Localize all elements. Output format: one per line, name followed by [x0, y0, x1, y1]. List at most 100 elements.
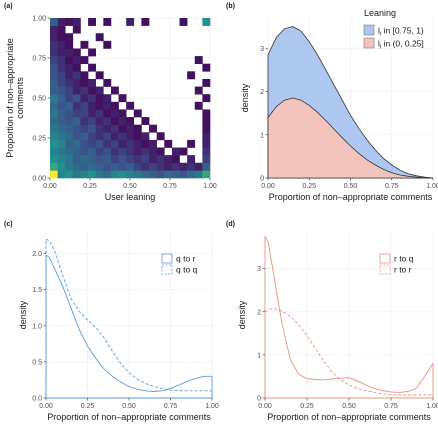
heatmap-cell	[95, 71, 104, 80]
y-tick-label: 3	[260, 46, 264, 53]
heatmap-cell	[57, 117, 66, 125]
heatmap-cell	[65, 162, 74, 171]
heatmap-cell	[88, 162, 97, 171]
y-tick-label: 0	[260, 176, 264, 183]
legend-label-var: l	[378, 26, 380, 36]
heatmap-cell	[57, 124, 66, 133]
heatmap-cell	[179, 147, 188, 156]
y-tick-label: 2	[260, 89, 264, 96]
panel-label: (d)	[226, 221, 235, 228]
heatmap-cell	[80, 86, 89, 95]
legend-swatch	[363, 24, 375, 36]
heatmap-cell	[88, 109, 97, 118]
y-tick-label: 3	[257, 266, 261, 273]
heatmap-cell	[57, 25, 66, 34]
legend-label-sub: i	[380, 32, 381, 38]
heatmap-cell	[110, 139, 119, 148]
heatmap-cell	[72, 48, 81, 57]
heatmap-cell	[133, 147, 142, 156]
x-tick-label: 0.25	[302, 183, 316, 190]
heatmap-cell	[187, 170, 196, 179]
heatmap-cell	[95, 170, 104, 179]
heatmap-cell	[133, 124, 142, 133]
heatmap-cell	[118, 155, 127, 164]
heatmap-cell	[133, 132, 142, 141]
heatmap-cell	[95, 86, 104, 95]
heatmap-cell	[50, 162, 58, 171]
heatmap-cell	[65, 78, 74, 87]
heatmap-cell	[118, 147, 127, 156]
heatmap-cell	[65, 71, 74, 80]
legend-label-0: r to q	[394, 254, 414, 264]
heatmap-cell	[57, 147, 66, 156]
heatmap-cell	[65, 155, 74, 164]
heatmap-cell	[50, 94, 58, 103]
heatmap-cell	[80, 109, 89, 118]
heatmap-cell	[50, 56, 58, 65]
heatmap-cell	[156, 162, 165, 171]
heatmap-cell	[88, 155, 97, 164]
heatmap-cell	[118, 162, 127, 171]
heatmap-cell	[141, 132, 150, 141]
legend-label-sub: i	[380, 45, 381, 51]
x-tick-label: 1.00	[426, 183, 438, 190]
heatmap-cell	[57, 170, 66, 179]
heatmap-cell	[103, 155, 112, 164]
heatmap-cell	[194, 56, 203, 65]
heatmap-cell	[202, 147, 211, 156]
heatmap-cell	[72, 71, 81, 80]
legend-label-0: q to r	[176, 254, 196, 264]
x-tick-label: 0.75	[163, 183, 177, 190]
heatmap-cell	[202, 117, 211, 125]
x-tick-label: 0.00	[39, 403, 53, 410]
heatmap-cell	[126, 117, 135, 125]
heatmap-cell	[65, 18, 74, 26]
panel-c: (c) 0.00 0.25 0.50 0.75 1.00 0.0 0.5 1.0 1.5 2.0 Pr…	[4, 221, 219, 422]
heatmap-cell	[50, 139, 58, 148]
heatmap-cell	[65, 101, 74, 110]
density-line-1	[45, 238, 213, 399]
heatmap-cell	[95, 124, 104, 133]
heatmap-cell	[110, 170, 119, 179]
heatmap-cell	[103, 124, 112, 133]
heatmap-cell	[72, 94, 81, 103]
heatmap-cell	[57, 94, 66, 103]
heatmap-cell	[65, 40, 74, 49]
heatmap-cell	[110, 101, 119, 110]
heatmap-cell	[141, 155, 150, 164]
heatmap-cell	[80, 170, 89, 179]
heatmap-cell	[179, 162, 188, 171]
heatmap-cell	[110, 162, 119, 171]
heatmap-cell	[103, 132, 112, 141]
y-tick-label: 0.0	[32, 396, 42, 403]
x-tick-label: 0.50	[344, 183, 358, 190]
y-tick-label: 2.0	[32, 251, 42, 258]
x-axis-title: Proportion of non–appropriate comments	[269, 192, 433, 202]
heatmap-cell	[57, 71, 66, 80]
heatmap-cell	[80, 162, 89, 171]
x-tick-label: 1.00	[203, 183, 217, 190]
heatmap-cell	[95, 117, 104, 125]
heatmap-cell	[57, 132, 66, 141]
heatmap-cell	[50, 170, 58, 179]
panel-label: (c)	[4, 221, 13, 228]
heatmap-cell	[57, 40, 66, 49]
heatmap-cell	[72, 147, 81, 156]
heatmap-cell	[50, 25, 58, 34]
heatmap-cell	[57, 33, 66, 42]
heatmap-cell	[72, 162, 81, 171]
heatmap-cell	[88, 139, 97, 148]
x-tick-label: 0.50	[342, 403, 356, 410]
heatmap-cell	[126, 155, 135, 164]
heatmap-cell	[171, 162, 180, 171]
heatmap-cell	[110, 86, 119, 95]
x-tick-label: 0.25	[81, 403, 95, 410]
heatmap-cell	[164, 162, 173, 171]
heatmap-cell	[57, 162, 66, 171]
legend-swatch	[161, 253, 173, 264]
legend-swatch	[379, 264, 391, 275]
density-area-1	[267, 97, 434, 179]
legend-title: Leaning	[364, 8, 396, 18]
legend-label-1: r to r	[394, 265, 412, 275]
